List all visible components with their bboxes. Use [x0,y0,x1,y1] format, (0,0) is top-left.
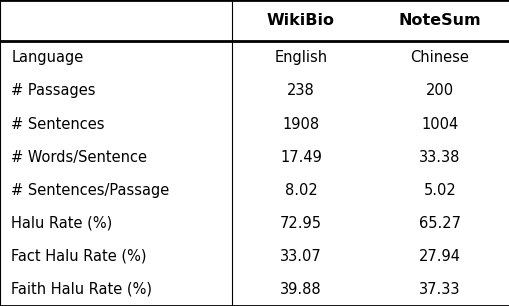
Text: # Sentences/Passage: # Sentences/Passage [11,183,169,198]
Text: 39.88: 39.88 [279,282,321,297]
Text: 65.27: 65.27 [418,216,460,231]
Text: 1908: 1908 [282,117,319,132]
Text: # Words/Sentence: # Words/Sentence [11,150,147,165]
Text: 8.02: 8.02 [284,183,317,198]
Text: 238: 238 [287,84,314,99]
Text: Language: Language [11,50,83,65]
Text: 5.02: 5.02 [422,183,456,198]
Text: Fact Halu Rate (%): Fact Halu Rate (%) [11,249,147,264]
Text: NoteSum: NoteSum [398,13,480,28]
Text: # Passages: # Passages [11,84,96,99]
Text: 17.49: 17.49 [279,150,321,165]
Text: 1004: 1004 [420,117,458,132]
Text: 37.33: 37.33 [418,282,460,297]
Text: 33.38: 33.38 [418,150,460,165]
Text: Faith Halu Rate (%): Faith Halu Rate (%) [11,282,152,297]
Text: # Sentences: # Sentences [11,117,104,132]
Text: 72.95: 72.95 [279,216,321,231]
Text: English: English [274,50,327,65]
Text: 27.94: 27.94 [418,249,460,264]
Text: Chinese: Chinese [410,50,468,65]
Text: 33.07: 33.07 [279,249,321,264]
Text: Halu Rate (%): Halu Rate (%) [11,216,112,231]
Text: 200: 200 [425,84,453,99]
Text: WikiBio: WikiBio [266,13,334,28]
